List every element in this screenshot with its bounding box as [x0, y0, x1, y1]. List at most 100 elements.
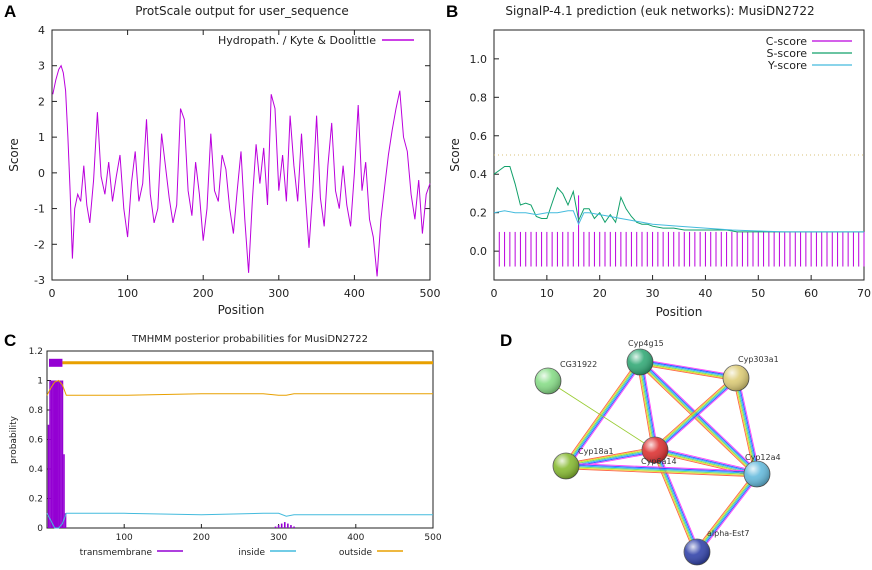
network-edge-strand — [738, 377, 761, 474]
chart-a-ytick-label: 3 — [38, 60, 45, 73]
chart-c-ytick-label: 0.2 — [29, 495, 43, 505]
network-edge-strand — [652, 450, 695, 554]
chart-b: 0 10 20 30 40 50 60 70 0.0 0.2 0.4 0.6 0.8 1.0 C-scor… — [448, 29, 872, 319]
chart-a-xtick-label: 0 — [49, 287, 56, 300]
network-node-gloss — [723, 365, 749, 391]
network-edge-strand — [733, 378, 756, 475]
network-node-Cyp12a4[interactable]: Cyp12a4 — [743, 453, 781, 488]
chart-c-xtick-label: 100 — [116, 533, 133, 543]
network-edge-strand — [657, 448, 700, 552]
network-edge-strand — [655, 449, 758, 474]
network-edge-strand — [566, 465, 758, 474]
chart-b-ytick-label: 0.0 — [470, 245, 488, 258]
chart-a-xtick-label: 400 — [344, 287, 365, 300]
network-edge-strand — [654, 377, 736, 450]
network-nodes: CG31922 Cyp4g15 Cyp303a1 Cyp6a14 Cyp18a1 Cyp1… — [534, 339, 781, 566]
chart-c-series-inside — [46, 512, 433, 529]
network-edge-strand — [565, 449, 655, 466]
network-node-Cyp4g15[interactable]: Cyp4g15 — [626, 339, 664, 376]
network-edge-Cyp303a1-Cyp6a14 — [652, 375, 739, 453]
network-edge-strand — [737, 377, 760, 474]
network-edges — [547, 358, 761, 554]
network-edge-strand — [640, 361, 758, 474]
network-edge-strand — [695, 472, 757, 552]
chart-a-xtick-label: 200 — [193, 287, 214, 300]
network-node-gloss — [684, 539, 710, 565]
chart-a-xtick-label: 300 — [268, 287, 289, 300]
network-edge-Cyp303a1-Cyp12a4 — [732, 377, 761, 475]
chart-b-ytick-label: 0.4 — [470, 168, 488, 181]
chart-c-ytick-label: 0.6 — [29, 436, 44, 446]
network-edge-strand — [636, 362, 653, 451]
panel-letter-a: A — [4, 2, 16, 21]
network-edge-strand — [565, 446, 655, 464]
chart-a-ytick-label: 1 — [38, 131, 45, 144]
network-node-label: Cyp18a1 — [578, 447, 614, 456]
chart-c-legend-inside-label: inside — [238, 548, 265, 558]
chart-c-ytick-label: 0.8 — [29, 406, 44, 416]
chart-b-legend-yscore-label: Y-score — [767, 59, 807, 72]
network-edge-strand — [638, 362, 757, 476]
network-edge-strand — [655, 447, 758, 473]
chart-c-series-transmembrane — [47, 380, 295, 528]
chart-b-legend-cscore-label: C-score — [766, 35, 807, 48]
chart-c-legend-outside-label: outside — [339, 548, 373, 558]
chart-c-xtick-label: 200 — [193, 533, 210, 543]
network-edge-strand — [566, 362, 642, 468]
chart-c-ylabel: probability — [9, 415, 19, 464]
network-edge-strand — [564, 360, 640, 466]
network-edge-strand — [637, 362, 654, 451]
chart-b-legend-sscore-label: S-score — [766, 47, 807, 60]
network-edge-strand — [697, 474, 759, 554]
chart-a-frame — [51, 29, 431, 281]
network-edge-strand — [566, 462, 758, 472]
chart-c-title: TMHMM posterior probabilities for MusiDN… — [131, 334, 368, 345]
network-node-Cyp18a1[interactable]: Cyp18a1 — [552, 447, 614, 480]
chart-b-ylabel: Score — [448, 138, 462, 172]
network-edge-CG31922-Cyp6a14 — [547, 380, 656, 451]
network-edge-strand — [565, 361, 640, 466]
chart-a-ticks: 0 100 200 300 400 500 4 3 2 1 0 -1 -2 -3 — [34, 24, 440, 300]
network-edge-strand — [655, 378, 738, 452]
network-edge-strand — [641, 361, 658, 450]
chart-b-xtick-label: 40 — [698, 287, 712, 300]
chart-b-ticks: 0 10 20 30 40 50 60 70 0.0 0.2 0.4 0.6 0.8 1.0 — [470, 53, 872, 300]
chart-a-xtick-label: 100 — [117, 287, 138, 300]
chart-b-xtick-label: 50 — [751, 287, 765, 300]
chart-b-ytick-label: 1.0 — [470, 53, 488, 66]
chart-a-xtick-label: 500 — [420, 287, 441, 300]
network-edge-Cyp4g15-Cyp12a4 — [637, 359, 760, 477]
network-node-gloss — [642, 437, 668, 463]
network-edge-Cyp4g15-Cyp303a1 — [639, 358, 737, 382]
network-edge-strand — [640, 361, 656, 450]
network-edge-strand — [567, 363, 643, 468]
network-graph: CG31922 Cyp4g15 Cyp303a1 Cyp6a14 Cyp18a1 Cyp1… — [534, 339, 781, 566]
chart-a-ytick-label: -2 — [34, 238, 45, 251]
network-edge-strand — [652, 375, 735, 449]
network-node-label: alpha-Est7 — [707, 529, 750, 538]
network-edge-strand — [637, 363, 756, 477]
network-node-Cyp303a1[interactable]: Cyp303a1 — [722, 355, 779, 392]
network-node-CG31922[interactable]: CG31922 — [534, 360, 597, 395]
network-edge-strand — [655, 446, 758, 472]
chart-b-ytick-label: 0.6 — [470, 130, 488, 143]
network-edge-Cyp6a14-alpha-Est7 — [652, 448, 700, 554]
network-node-Cyp6a14[interactable]: Cyp6a14 — [641, 436, 677, 466]
chart-a-ytick-label: 4 — [38, 24, 45, 37]
network-edge-Cyp4g15-Cyp18a1 — [563, 360, 643, 468]
network-edge-strand — [565, 467, 757, 477]
chart-a: 0 100 200 300 400 500 4 3 2 1 0 -1 -2 -3 Hydropath. /… — [7, 24, 441, 317]
network-node-label: CG31922 — [560, 360, 597, 369]
network-edge-strand — [639, 362, 655, 451]
network-edge-strand — [642, 361, 659, 450]
chart-c-transmembrane-band — [49, 358, 63, 367]
network-node-label: Cyp6a14 — [641, 457, 677, 466]
chart-c: 100 200 300 400 500 0 0.2 0.4 0.6 0.8 1 1.2 transme… — [9, 347, 442, 558]
chart-b-xtick-label: 70 — [857, 287, 871, 300]
network-edge-strand — [640, 361, 737, 378]
network-node-gloss — [553, 453, 579, 479]
network-node-alpha-Est7[interactable]: alpha-Est7 — [683, 529, 750, 566]
panel-letter-d: D — [500, 331, 512, 350]
network-edge-strand — [566, 362, 641, 467]
